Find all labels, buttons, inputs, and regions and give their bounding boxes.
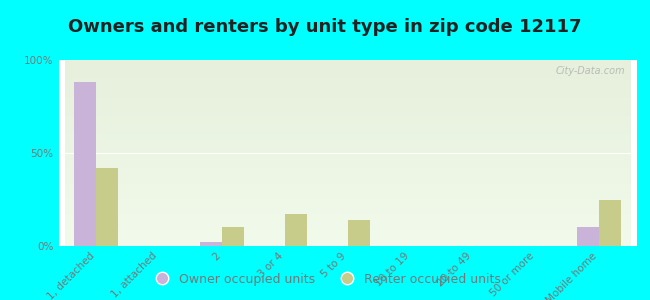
- Bar: [222, 227, 244, 246]
- Bar: [348, 220, 370, 246]
- Text: Owners and renters by unit type in zip code 12117: Owners and renters by unit type in zip c…: [68, 18, 582, 36]
- Legend: Owner occupied units, Renter occupied units: Owner occupied units, Renter occupied un…: [144, 268, 506, 291]
- Bar: [599, 200, 621, 246]
- Bar: [74, 82, 96, 246]
- Bar: [96, 168, 118, 246]
- Bar: [285, 214, 307, 246]
- Text: City-Data.com: City-Data.com: [556, 66, 625, 76]
- Bar: [200, 242, 222, 246]
- Bar: [577, 227, 599, 246]
